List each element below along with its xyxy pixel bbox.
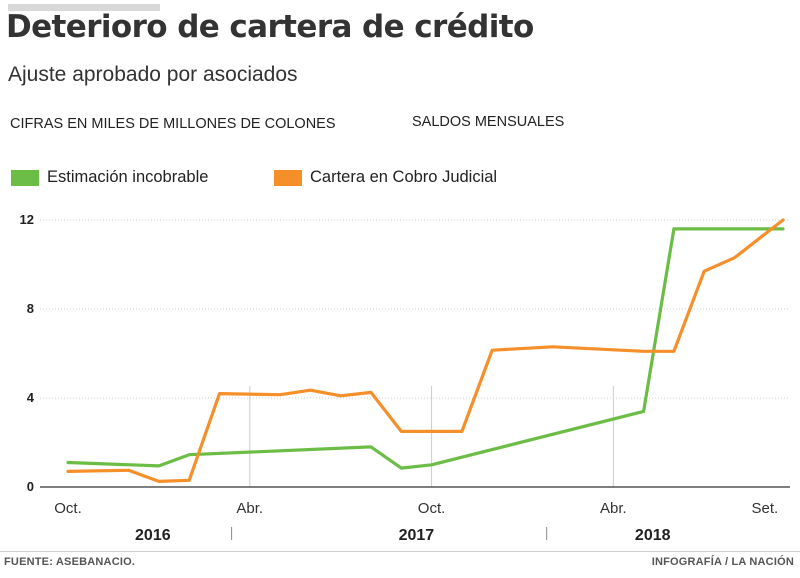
y-tick-label-12: 12 [20,212,34,227]
series-line-1 [66,218,785,483]
source-note: FUENTE: ASEBANACIO. [4,556,136,568]
chart-subtitle: Ajuste aprobado por asociados [8,63,298,86]
credit-note: INFOGRAFÍA / LA NACIÓN [651,556,794,568]
chart-title: Deterioro de cartera de crédito [6,9,534,45]
x-tick-label-3: Abr. [600,500,627,517]
year-label-2018: 2018 [635,527,671,544]
year-label-2016: 2016 [135,527,171,544]
mode-label: SALDOS MENSUALES [412,114,565,130]
year-label-2017: 2017 [399,527,435,544]
units-label: CIFRAS EN MILES DE MILLONES DE COLONES [10,116,336,132]
x-tick-label-0: Oct. [54,500,82,517]
legend-swatch-orange [274,169,302,186]
legend-item-estimacion: Estimación incobrable [11,168,208,187]
legend-item-cartera: Cartera en Cobro Judicial [274,168,497,187]
legend-label-cartera: Cartera en Cobro Judicial [310,168,498,186]
top-accent-bar [8,4,160,11]
y-tick-label-0: 0 [27,479,34,494]
footer-divider [0,551,800,552]
legend-label-estimacion: Estimación incobrable [47,168,209,186]
x-tick-label-1: Abr. [236,500,263,517]
y-tick-label-4: 4 [27,390,35,405]
y-tick-label-8: 8 [27,301,34,316]
legend-swatch-green [11,169,39,186]
x-tick-label-4: Set. [751,500,778,517]
x-tick-label-2: Oct. [418,500,446,517]
series-line-0 [66,227,785,470]
